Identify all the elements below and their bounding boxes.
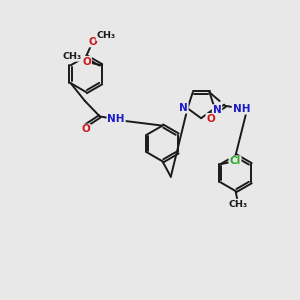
Text: CH₃: CH₃	[96, 31, 116, 40]
Text: CH₃: CH₃	[63, 52, 82, 61]
Text: NH: NH	[107, 114, 125, 124]
Text: Cl: Cl	[230, 156, 241, 166]
Text: CH₃: CH₃	[228, 200, 248, 208]
Text: O: O	[82, 57, 91, 67]
Text: NH: NH	[232, 104, 250, 114]
Text: O: O	[88, 37, 97, 46]
Text: N: N	[179, 103, 188, 113]
Text: O: O	[81, 124, 90, 134]
Text: O: O	[206, 114, 215, 124]
Text: N: N	[213, 105, 221, 115]
